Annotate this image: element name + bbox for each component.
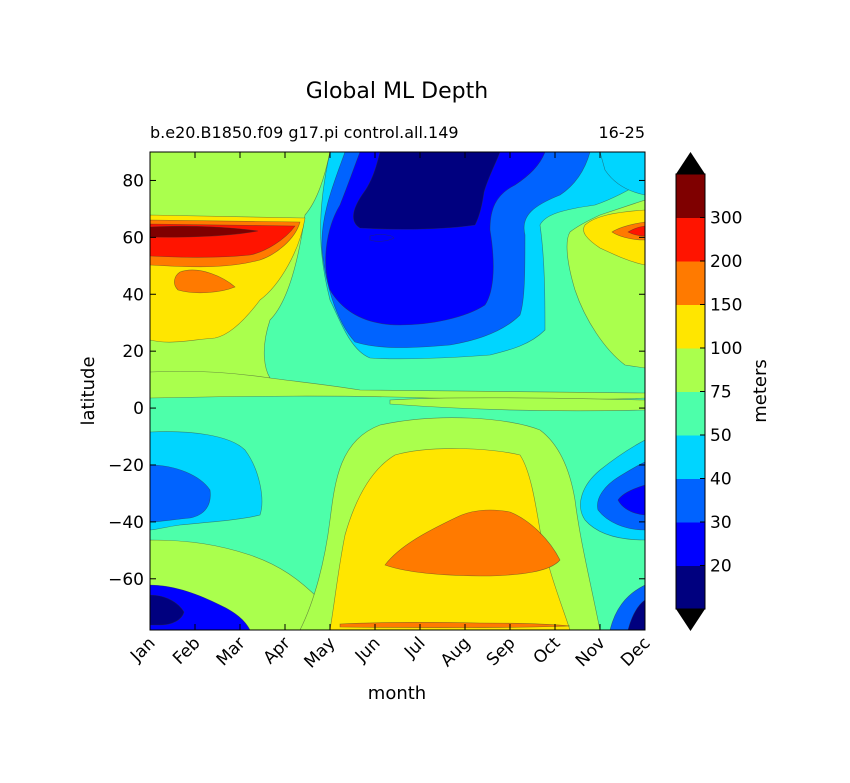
- y-tick-label: 60: [122, 228, 144, 248]
- colorbar-tick-label: 40: [710, 470, 732, 490]
- x-tick-label: Feb: [169, 633, 204, 668]
- colorbar-segment: [676, 261, 705, 305]
- region-sh-spring-20-30: [617, 484, 645, 516]
- colorbar-segment: [676, 304, 705, 349]
- region-arctic-200-300: [627, 225, 645, 237]
- colorbar-under-arrow: [676, 609, 705, 631]
- x-tick-label: Jun: [351, 633, 385, 667]
- x-tick-label: Sep: [483, 633, 520, 670]
- region-sh-winter-bottom-150-200: [339, 622, 571, 628]
- y-tick-label: −60: [108, 570, 144, 590]
- colorbar-label: meters: [750, 359, 771, 423]
- contour-field: [150, 152, 645, 630]
- y-tick-label: 40: [122, 285, 144, 305]
- region-nh-summer-10-20: [353, 152, 501, 230]
- region-nh-summer-small-blue: [369, 234, 395, 242]
- region-nh-40n-150-200: [174, 269, 236, 294]
- x-tick-label: Oct: [530, 633, 565, 668]
- chart-title: Global ML Depth: [306, 79, 488, 104]
- x-tick-label: Nov: [572, 633, 610, 671]
- colorbar-segment: [676, 565, 705, 610]
- chart-subtitle-left: b.e20.B1850.f09 g17.pi control.all.149: [150, 123, 459, 142]
- plot-frame: [149, 151, 646, 631]
- region-sh-summer-30-40: [150, 464, 211, 523]
- colorbar-tick-label: 75: [710, 383, 732, 403]
- y-tick-label: −20: [108, 456, 144, 476]
- x-axis-label: month: [368, 683, 426, 704]
- chart-subtitle-right: 16-25: [599, 123, 646, 142]
- y-tick-label: −40: [108, 513, 144, 533]
- colorbar-segment: [676, 391, 705, 436]
- colorbar-tick-label: 30: [710, 513, 732, 533]
- x-tick-label: Aug: [437, 633, 475, 671]
- region-nh-winter-300-400: [150, 225, 259, 238]
- colorbar-segment: [676, 478, 705, 523]
- colorbar-tick-label: 150: [710, 296, 742, 316]
- y-axis-label: latitude: [78, 356, 99, 425]
- colorbar-tick-label: 100: [710, 339, 742, 359]
- x-tick-label: May: [301, 633, 340, 672]
- x-tick-label: Jul: [400, 633, 429, 662]
- x-tick-label: Mar: [213, 633, 250, 670]
- x-tick-label: Jan: [126, 633, 159, 666]
- y-axis: 80 60 40 20 0 −20 −40 −60: [108, 171, 645, 590]
- colorbar-segment: [676, 435, 705, 479]
- colorbar-segment: [676, 522, 705, 566]
- y-tick-label: 20: [122, 342, 144, 362]
- colorbar-segment: [676, 348, 705, 392]
- colorbar-tick-label: 50: [710, 426, 732, 446]
- x-tick-label: Dec: [617, 633, 654, 670]
- colorbar-tick-label: 20: [710, 557, 732, 577]
- x-tick-label: Apr: [260, 633, 295, 668]
- y-tick-label: 0: [133, 399, 144, 419]
- colorbar: 20 30 40 50 75 100 150 200 300: [675, 152, 742, 631]
- region-sh-summer-10-20: [150, 594, 185, 626]
- region-arctic-75-100: [566, 152, 645, 369]
- region-equator-75-100-b: [389, 397, 645, 412]
- colorbar-segment: [676, 174, 705, 218]
- colorbar-tick-label: 300: [710, 209, 742, 229]
- region-arctic-100-150: [583, 209, 645, 266]
- y-tick-label: 80: [122, 171, 144, 191]
- colorbar-segment: [676, 217, 705, 262]
- region-sh-winter-150-200: [384, 509, 561, 577]
- colorbar-over-arrow: [676, 152, 705, 174]
- region-arctic-150-200: [611, 221, 645, 241]
- colorbar-tick-label: 200: [710, 252, 742, 272]
- region-sh-spring-bottom-10-20: [627, 599, 645, 630]
